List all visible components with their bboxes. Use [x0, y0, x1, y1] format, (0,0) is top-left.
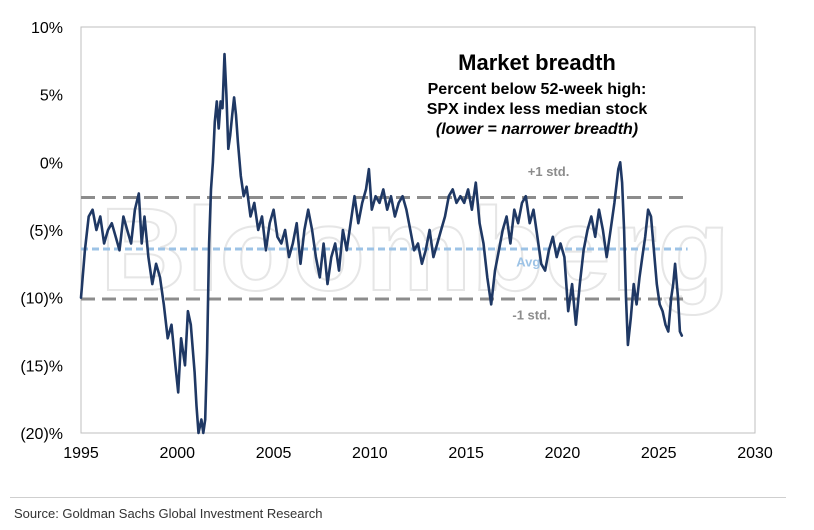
x-tick-label: 2015: [448, 445, 484, 462]
chart-title: Market breadth: [458, 50, 616, 75]
x-tick-label: 2030: [737, 445, 773, 462]
chart-subtitle-line-1: Percent below 52-week high:: [428, 81, 647, 98]
x-tick-label: 2010: [352, 445, 388, 462]
market-breadth-chart: Bloomberg +1 std.Avg-1 std. 10%5%0%(5)%(…: [20, 20, 773, 462]
y-tick-label: 5%: [40, 88, 63, 105]
source-note: Source: Goldman Sachs Global Investment …: [14, 506, 323, 521]
y-tick-label: 0%: [40, 155, 63, 172]
y-tick-label: (5)%: [29, 223, 63, 240]
x-tick-label: 2020: [545, 445, 581, 462]
y-tick-label: 10%: [31, 20, 63, 37]
y-tick-label: (10)%: [20, 291, 63, 308]
x-tick-label: 2025: [641, 445, 677, 462]
reference-line-label: +1 std.: [528, 164, 570, 179]
plot-area: [80, 26, 756, 434]
y-tick-label: (20)%: [20, 426, 63, 443]
x-tick-label: 2005: [256, 445, 292, 462]
x-tick-label: 1995: [63, 445, 99, 462]
chart-subtitle-line-3: (lower = narrower breadth): [436, 121, 638, 138]
y-tick-label: (15)%: [20, 358, 63, 375]
series-line: [79, 52, 684, 435]
footer-divider: [10, 497, 786, 498]
reference-line-label: Avg: [516, 255, 540, 270]
reference-line-label: -1 std.: [512, 307, 550, 322]
x-tick-label: 2000: [159, 445, 195, 462]
chart-subtitle-line-2: SPX index less median stock: [427, 101, 648, 118]
